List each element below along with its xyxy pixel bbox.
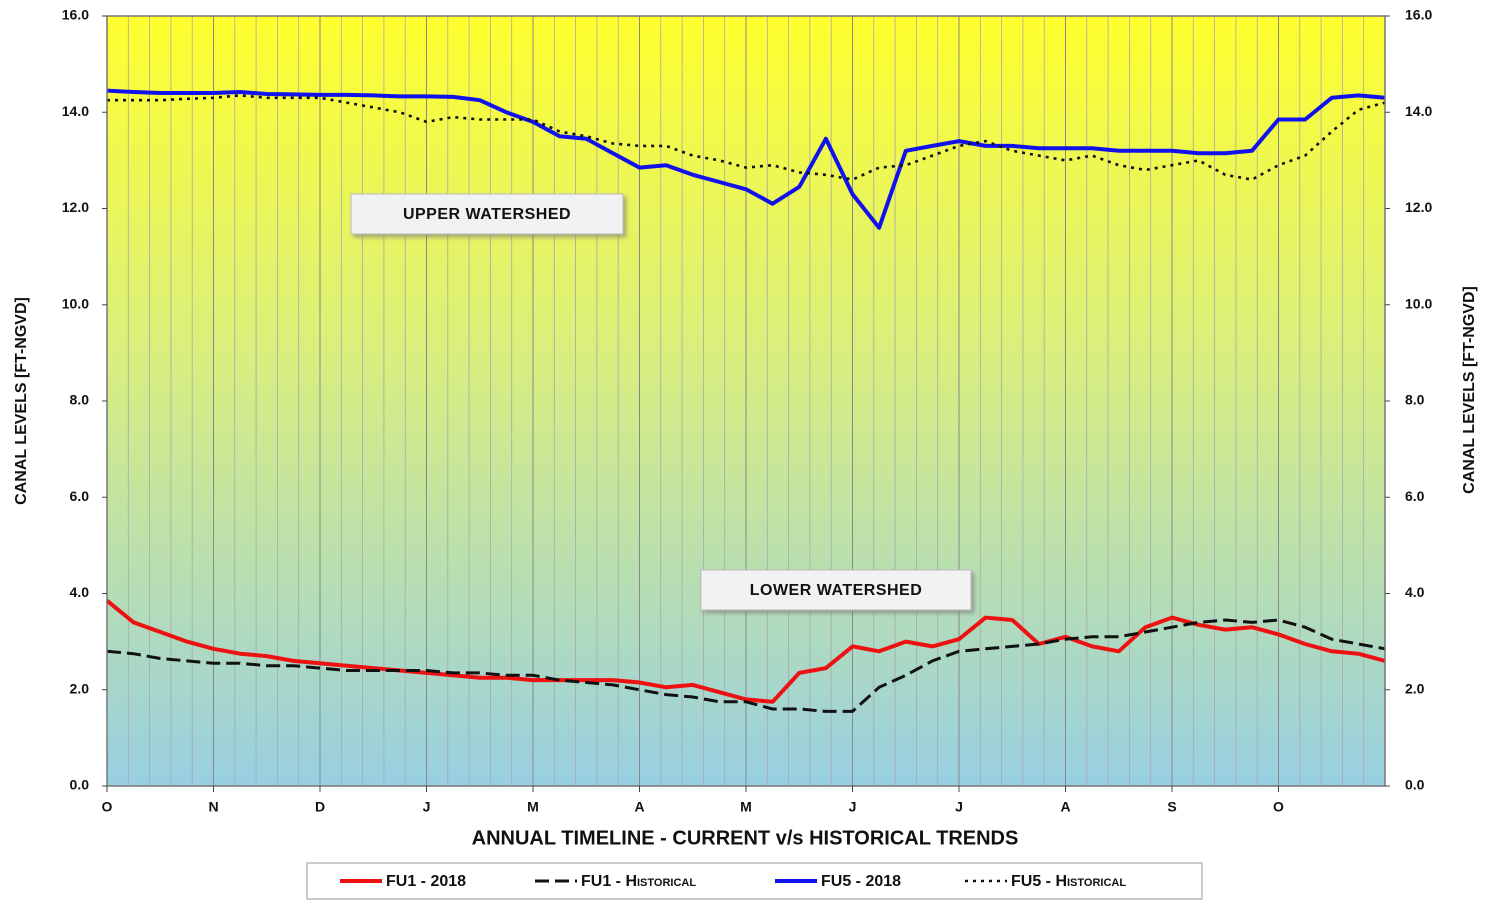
y2-tick-label: 0.0 (1405, 777, 1425, 793)
y2-tick-label: 12.0 (1405, 199, 1432, 215)
x-tick-label: S (1167, 799, 1176, 815)
legend-label: FU1 - 2018 (386, 873, 466, 890)
x-tick-label: A (1060, 799, 1070, 815)
y2-tick-label: 2.0 (1405, 680, 1425, 696)
x-tick-label: A (634, 799, 644, 815)
legend-box (306, 862, 1203, 900)
series-line (106, 618, 1386, 713)
x-tick-label: N (208, 799, 218, 815)
y2-tick-label: 10.0 (1405, 295, 1432, 311)
y-tick-label: 0.0 (70, 777, 90, 793)
annotation-box (700, 569, 972, 611)
y2-tick-label: 8.0 (1405, 392, 1425, 408)
legend: FU1 - 2018 FU1 - Historical FU5 - 2018 FU5 … (340, 873, 1126, 890)
x-tick-label: M (527, 799, 539, 815)
x-tick-label: O (1273, 799, 1284, 815)
legend-label: FU5 - Historical (1011, 873, 1126, 890)
legend-label: FU1 - Historical (581, 873, 696, 890)
y-tick-label: 10.0 (62, 295, 89, 311)
annotation-box (350, 193, 624, 235)
y-tick-label: 16.0 (62, 7, 89, 23)
y-tick-label: 6.0 (70, 488, 90, 504)
x-tick-label: D (315, 799, 325, 815)
x-tick-label: J (849, 799, 857, 815)
grid (106, 16, 1386, 786)
annotations: UPPER WATERSHED LOWER WATERSHED (350, 193, 972, 611)
legend-label: FU5 - 2018 (821, 873, 901, 890)
y-tick-label: 4.0 (70, 584, 90, 600)
y-tick-label: 14.0 (62, 103, 89, 119)
y2-tick-label: 4.0 (1405, 584, 1425, 600)
x-tick-label: J (955, 799, 963, 815)
annotation: UPPER WATERSHED (403, 206, 571, 223)
y-tick-label: 12.0 (62, 199, 89, 215)
x-tick-label: J (423, 799, 431, 815)
annotation: LOWER WATERSHED (750, 582, 923, 599)
x-tick-label: O (102, 799, 113, 815)
y-tick-label: 2.0 (70, 680, 90, 696)
series-line (106, 88, 1386, 230)
series-line (105, 599, 1386, 704)
series-line (107, 94, 1386, 181)
y-tick-label: 8.0 (70, 392, 90, 408)
x-tick-label: M (740, 799, 752, 815)
y2-tick-label: 6.0 (1405, 488, 1425, 504)
y2-tick-label: 16.0 (1405, 7, 1432, 23)
x-axis-label: ANNUAL TIMELINE - CURRENT v/s HISTORICAL… (472, 827, 1019, 849)
y-axis-label: CANAL LEVELS [FT-NGVD] (13, 297, 30, 505)
y2-tick-label: 14.0 (1405, 103, 1432, 119)
lines (105, 88, 1386, 713)
y2-axis-label: CANAL LEVELS [FT-NGVD] (1461, 286, 1478, 494)
